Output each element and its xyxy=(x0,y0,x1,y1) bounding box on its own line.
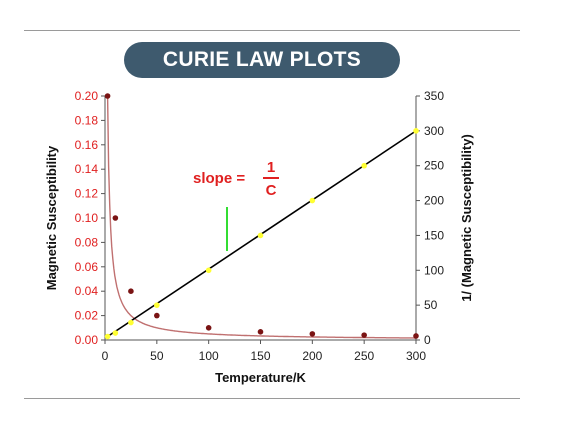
x-tick-label: 0 xyxy=(102,349,109,363)
susceptibility-point xyxy=(309,331,316,337)
y-left-tick-label: 0.12 xyxy=(75,187,99,201)
susceptibility-point xyxy=(112,215,119,221)
susceptibility-point xyxy=(205,325,212,331)
inverse-susceptibility-point xyxy=(154,302,160,308)
slope-label: slope = xyxy=(193,170,245,187)
bottom-divider xyxy=(24,398,520,399)
x-tick-label: 200 xyxy=(302,349,322,363)
y-right-tick-label: 200 xyxy=(424,194,444,208)
y-left-tick-label: 0.08 xyxy=(75,235,99,249)
susceptibility-point xyxy=(104,93,111,99)
slope-denominator: C xyxy=(266,182,277,199)
inverse-susceptibility-point xyxy=(112,330,119,336)
y-right-axis-title: 1/ (Magnetic Susceptibility) xyxy=(459,134,474,302)
susceptibility-point xyxy=(128,288,134,295)
chart-title-banner: CURIE LAW PLOTS xyxy=(124,42,400,78)
y-left-tick-label: 0.20 xyxy=(75,89,99,103)
y-left-tick-label: 0.16 xyxy=(75,138,99,152)
susceptibility-point xyxy=(257,329,264,335)
y-right-tick-label: 100 xyxy=(424,263,444,277)
y-right-tick-label: 250 xyxy=(424,159,444,173)
y-left-tick-label: 0.02 xyxy=(75,309,99,323)
y-left-tick-label: 0.10 xyxy=(75,211,99,225)
susceptibility-point xyxy=(154,312,160,319)
susceptibility-point xyxy=(361,332,367,338)
inverse-susceptibility-point xyxy=(257,232,264,239)
y-left-tick-label: 0.04 xyxy=(75,284,99,298)
x-tick-label: 150 xyxy=(250,349,270,363)
inverse-susceptibility-point xyxy=(413,128,419,134)
susceptibility-curve xyxy=(106,95,416,339)
inverse-susceptibility-point xyxy=(128,319,134,326)
x-tick-label: 250 xyxy=(354,349,374,363)
y-left-axis-title: Magnetic Susceptibility xyxy=(44,145,59,290)
inverse-susceptibility-point xyxy=(309,197,316,204)
susceptibility-point xyxy=(413,333,419,339)
y-right-tick-label: 300 xyxy=(424,124,444,138)
axes xyxy=(101,95,420,344)
x-axis-title: Temperature/K xyxy=(215,370,306,385)
y-right-tick-label: 50 xyxy=(424,298,438,312)
slope-numerator: 1 xyxy=(267,159,275,176)
y-right-tick-label: 150 xyxy=(424,228,444,242)
y-right-tick-label: 0 xyxy=(424,333,431,347)
y-left-tick-label: 0.18 xyxy=(75,113,99,127)
slope-annotation: slope = 1 C xyxy=(193,159,279,251)
y-left-tick-label: 0.14 xyxy=(75,162,99,176)
y-right-tick-label: 350 xyxy=(424,89,444,103)
inverse-susceptibility-point xyxy=(104,333,111,340)
x-tick-label: 100 xyxy=(199,349,219,363)
axis-labels: 0 50 100 150 200 250 3000.000.020.040.060.080.… xyxy=(44,89,474,385)
data-markers xyxy=(104,93,419,340)
x-tick-label: 300 xyxy=(406,349,426,363)
inverse-susceptibility-point xyxy=(205,267,212,274)
y-left-tick-label: 0.06 xyxy=(75,260,99,274)
inverse-susceptibility-point xyxy=(361,162,367,169)
x-tick-label: 50 xyxy=(150,349,164,363)
series-lines xyxy=(106,95,417,339)
y-left-tick-label: 0.00 xyxy=(75,333,99,347)
top-divider xyxy=(24,30,520,31)
